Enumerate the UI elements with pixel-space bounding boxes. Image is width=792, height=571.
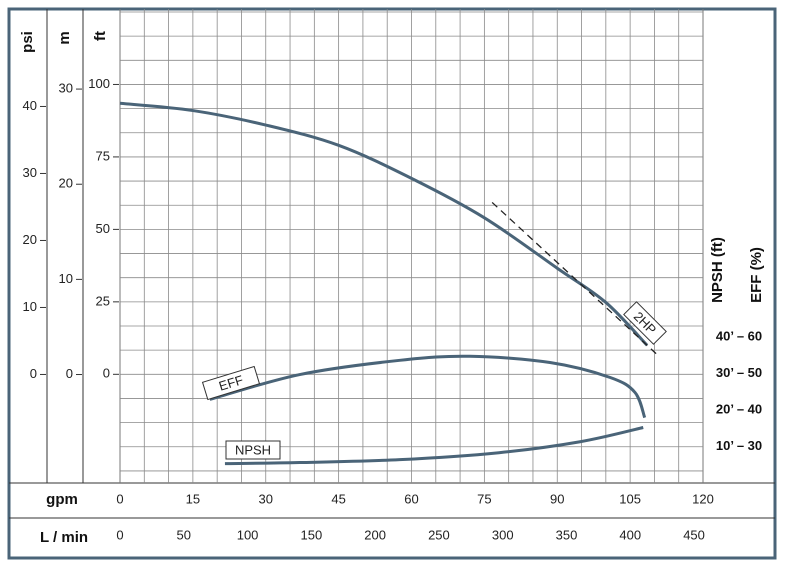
x2-tick-label: 0 (116, 527, 123, 542)
x-tick-label: 105 (619, 491, 641, 506)
grid (119, 9, 704, 483)
x-tick-label: 45 (331, 491, 345, 506)
curve (209, 354, 647, 419)
psi-tick-label: 20 (23, 232, 37, 247)
ft-tick-label: 75 (96, 148, 110, 163)
y2-tick-label: 10’ – 30 (716, 438, 762, 453)
psi-tick-label: 40 (23, 98, 37, 113)
motor-line (491, 201, 659, 356)
m-tick-label: 30 (59, 81, 73, 96)
ft-label: ft (92, 31, 109, 41)
label-text: EFF (217, 372, 245, 394)
x2-tick-label: 50 (177, 527, 191, 542)
x2-tick-label: 200 (364, 527, 386, 542)
m-label: m (56, 31, 73, 44)
x-tick-label: 120 (692, 491, 714, 506)
psi-tick-label: 30 (23, 165, 37, 180)
x-tick-label: 60 (404, 491, 418, 506)
psi-tick-label: 0 (30, 366, 37, 381)
curve (119, 101, 649, 347)
eff-axis-label: EFF (%) (748, 247, 765, 303)
npsh-axis-label: NPSH (ft) (709, 237, 726, 303)
x-tick-label: 90 (550, 491, 564, 506)
x2-tick-label: 100 (237, 527, 259, 542)
ft-tick-label: 25 (96, 293, 110, 308)
curve (224, 426, 644, 466)
curve-label: NPSH (225, 440, 281, 460)
x2-tick-label: 300 (492, 527, 514, 542)
x2-tick-label: 150 (301, 527, 323, 542)
m-tick-label: 20 (59, 176, 73, 191)
ft-tick-label: 0 (103, 366, 110, 381)
x2-tick-label: 350 (556, 527, 578, 542)
x-tick-label: 0 (116, 491, 123, 506)
label-box (201, 365, 261, 401)
label-box (623, 301, 667, 345)
curve-label: EFF (201, 365, 261, 401)
psi-tick-label: 10 (23, 299, 37, 314)
x2-tick-label: 450 (683, 527, 705, 542)
x2-tick-label: 400 (619, 527, 641, 542)
y2-tick-label: 20’ – 40 (716, 401, 762, 416)
ft-tick-label: 100 (88, 76, 110, 91)
x2-tick-label: 250 (428, 527, 450, 542)
m-tick-label: 10 (59, 271, 73, 286)
m-tick-label: 0 (66, 366, 73, 381)
y2-tick-label: 40’ – 60 (716, 328, 762, 343)
ft-tick-label: 50 (96, 221, 110, 236)
psi-label: psi (19, 31, 36, 53)
x-tick-label: 75 (477, 491, 491, 506)
gpm-label: gpm (46, 491, 78, 508)
x-tick-label: 30 (259, 491, 273, 506)
y2-tick-label: 30’ – 50 (716, 365, 762, 380)
label-text: NPSH (235, 442, 271, 457)
label-box (225, 440, 281, 460)
lmin-label: L / min (40, 529, 88, 546)
x-tick-label: 15 (186, 491, 200, 506)
frame (7, 7, 777, 560)
